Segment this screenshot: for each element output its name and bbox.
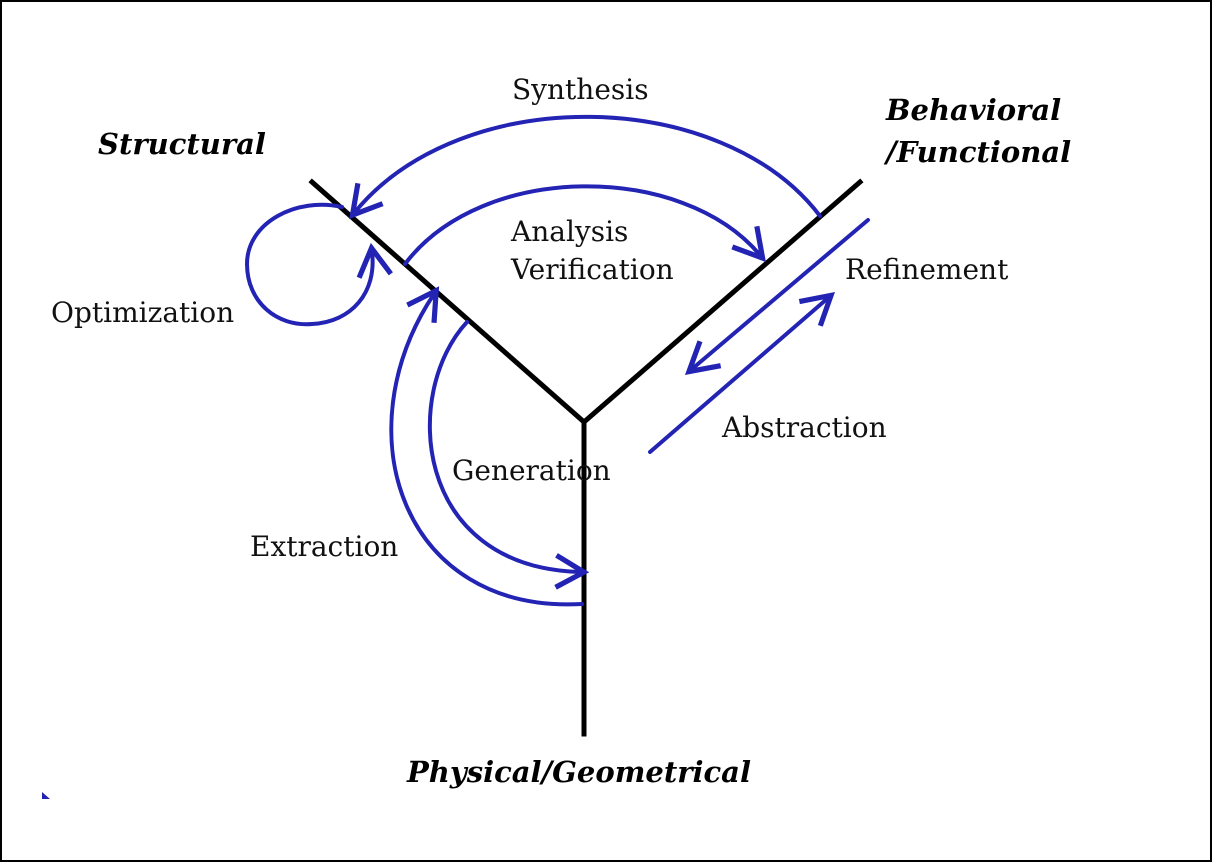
generation-label: Generation (452, 454, 611, 487)
optimization-label: Optimization (51, 296, 234, 329)
behavioral-title-line1: Behavioral (885, 93, 1061, 127)
generation-arrow (427, 320, 590, 590)
refinement-arrow (684, 218, 870, 375)
extraction-arrow (389, 286, 584, 607)
optimization-loop-arrow (245, 202, 393, 327)
structural-title: Structural (98, 127, 266, 161)
structural-axis (308, 178, 588, 426)
abstraction-arrow (648, 291, 835, 454)
analysis-label: Analysis (510, 215, 628, 248)
physical-title: Physical/Geometrical (406, 755, 751, 789)
behavioral-axis (580, 178, 864, 426)
extraction-label: Extraction (250, 530, 398, 563)
refinement-label: Refinement (845, 253, 1009, 286)
synthesis-arrow (349, 114, 822, 220)
analysis-verification-arrow (403, 184, 766, 266)
behavioral-title-line2: /Functional (883, 135, 1071, 169)
verification-label: Verification (510, 253, 674, 286)
stray-mark (42, 792, 50, 799)
abstraction-label: Abstraction (721, 411, 887, 444)
synthesis-label: Synthesis (512, 73, 649, 106)
